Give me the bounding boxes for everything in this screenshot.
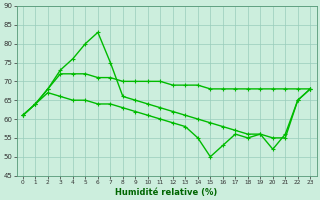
- X-axis label: Humidité relative (%): Humidité relative (%): [116, 188, 218, 197]
